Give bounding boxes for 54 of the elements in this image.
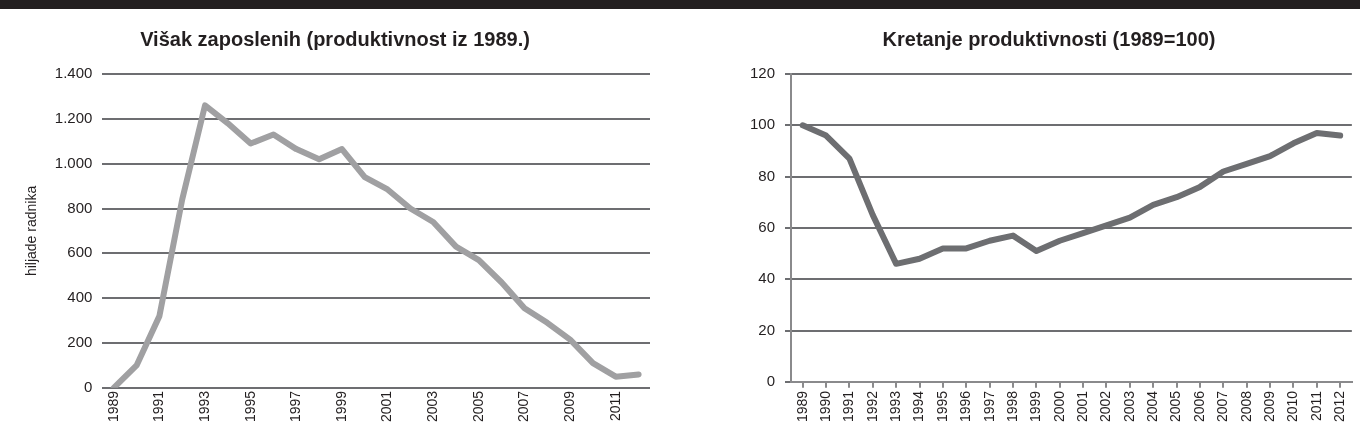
x-tick-label: 1997 (980, 390, 997, 423)
x-tick-label: 2001 (1073, 390, 1090, 423)
x-tick-label: 1998 (1003, 390, 1020, 423)
x-tick-label: 1997 (287, 390, 304, 423)
x-tick-label: 1991 (150, 390, 167, 423)
x-tick-label: 2005 (469, 390, 486, 423)
y-tick-label: 200 (67, 333, 93, 351)
x-tick-label: 1993 (195, 390, 212, 423)
y-tick-label: 80 (758, 166, 776, 184)
x-tick-label: 1996 (957, 390, 974, 423)
y-axis-title: hiljade radnika (23, 185, 40, 277)
x-tick-label: 2011 (606, 390, 623, 421)
y-tick-label: 1.000 (54, 153, 93, 171)
x-tick-label: 2008 (1237, 390, 1254, 423)
y-tick-label: 100 (750, 115, 776, 133)
x-tick-label: 1991 (840, 390, 857, 423)
x-tick-label: 1992 (863, 390, 880, 423)
x-tick-label: 2009 (560, 390, 577, 423)
x-tick-label: 2002 (1097, 390, 1114, 423)
y-tick-label: 400 (67, 288, 93, 306)
x-tick-label: 2007 (515, 390, 532, 423)
chart-title: Višak zaposlenih (produktivnost iz 1989.) (140, 27, 530, 50)
x-tick-label: 1995 (241, 390, 258, 423)
x-tick-label: 1999 (332, 390, 349, 423)
x-tick-label: 1995 (933, 390, 950, 423)
x-tick-label: 2005 (1167, 390, 1184, 423)
y-tick-label: 40 (758, 269, 776, 287)
y-tick-label: 20 (758, 320, 776, 338)
x-tick-label: 1994 (910, 390, 927, 423)
x-tick-label: 1993 (887, 390, 904, 423)
x-tick-label: 2012 (1331, 390, 1348, 423)
y-tick-label: 600 (67, 243, 93, 261)
x-tick-label: 2000 (1050, 390, 1067, 423)
y-tick-label: 1.200 (54, 108, 93, 126)
y-tick-label: 120 (750, 64, 776, 82)
y-tick-label: 0 (83, 378, 93, 395)
x-tick-label: 1989 (793, 390, 810, 423)
x-tick-label: 2004 (1144, 390, 1161, 423)
y-tick-label: 800 (67, 198, 93, 216)
chart-title: Kretanje produktivnosti (1989=100) (882, 27, 1216, 50)
x-tick-label: 2003 (1120, 390, 1137, 423)
x-tick-label: 1999 (1027, 390, 1044, 423)
x-tick-label: 2011 (1307, 390, 1324, 421)
x-tick-label: 2006 (1190, 390, 1207, 423)
x-tick-label: 2010 (1284, 390, 1301, 423)
y-tick-label: 0 (766, 372, 776, 389)
x-tick-label: 1990 (816, 390, 833, 423)
y-tick-label: 60 (758, 218, 776, 236)
y-tick-label: 1.400 (54, 64, 93, 82)
x-tick-label: 2007 (1214, 390, 1231, 423)
x-tick-label: 1989 (104, 390, 121, 423)
x-tick-label: 2001 (378, 390, 395, 423)
x-tick-label: 2009 (1260, 390, 1277, 423)
x-tick-label: 2003 (424, 390, 441, 423)
